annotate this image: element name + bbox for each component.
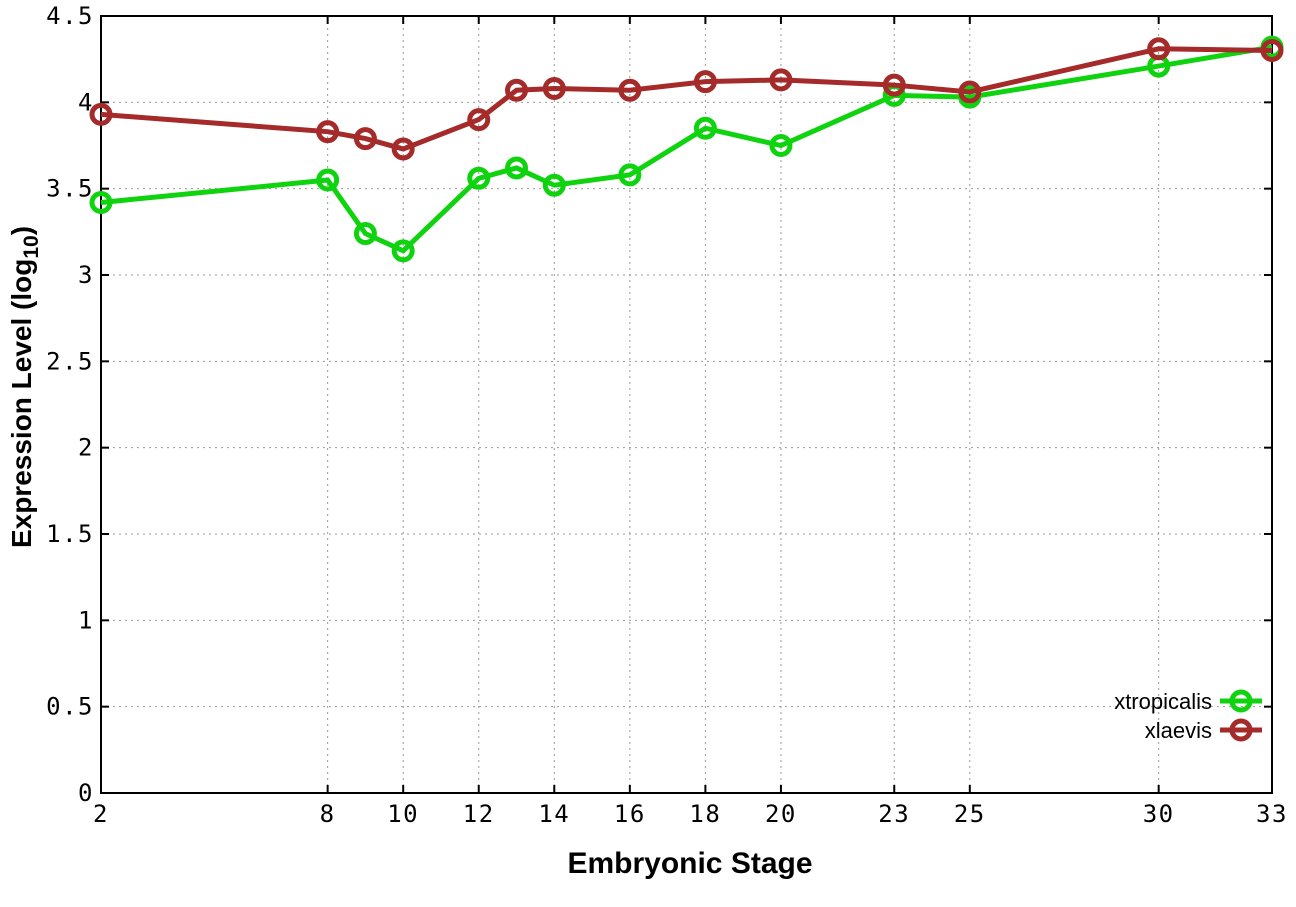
x-tick-label: 23 bbox=[878, 800, 910, 828]
plot-border bbox=[100, 15, 1273, 794]
series-xlaevis-marker bbox=[958, 80, 982, 104]
series-xlaevis-marker bbox=[618, 78, 642, 102]
series-xlaevis-marker bbox=[882, 73, 906, 97]
x-tick-label: 14 bbox=[538, 800, 570, 828]
plot-border-group bbox=[100, 15, 1273, 794]
series-xlaevis-marker bbox=[769, 68, 793, 92]
y-tick-label: 2.5 bbox=[46, 347, 94, 375]
series-xlaevis-marker bbox=[1260, 39, 1284, 63]
series-xlaevis-marker bbox=[693, 70, 717, 94]
x-tick-label: 10 bbox=[387, 800, 419, 828]
y-tick-label: 4 bbox=[78, 88, 94, 116]
y-tick-label: 1 bbox=[78, 606, 94, 634]
data-series bbox=[89, 35, 1284, 263]
series-xtropicalis-marker bbox=[89, 190, 113, 214]
series-xtropicalis-marker bbox=[618, 163, 642, 187]
series-xtropicalis-marker bbox=[693, 116, 717, 140]
y-tick-label: 0.5 bbox=[46, 693, 94, 721]
series-xlaevis-marker bbox=[353, 127, 377, 151]
series-xtropicalis-marker bbox=[505, 156, 529, 180]
grid-lines bbox=[100, 15, 1273, 794]
series-xtropicalis-marker bbox=[391, 239, 415, 263]
y-axis-title: Expression Level (log10) bbox=[6, 226, 43, 548]
y-tick-label: 3 bbox=[78, 261, 94, 289]
legend-label-xlaevis: xlaevis bbox=[1145, 718, 1212, 743]
series-xlaevis-marker bbox=[89, 102, 113, 126]
series-xlaevis-marker bbox=[505, 78, 529, 102]
legend-label-xtropicalis: xtropicalis bbox=[1114, 689, 1212, 714]
y-tick-label: 3.5 bbox=[46, 175, 94, 203]
tick-labels: 2 8 10 12 14 16 18 20 23 25 30 33 0 0.5 1 1.5 2 2.5 3 3.5 4 4… bbox=[46, 2, 1288, 828]
series-xlaevis-marker bbox=[391, 137, 415, 161]
series-xtropicalis-marker bbox=[769, 134, 793, 157]
x-tick-label: 33 bbox=[1256, 800, 1288, 828]
y-tick-label: 1.5 bbox=[46, 520, 94, 548]
x-tick-label: 20 bbox=[765, 800, 797, 828]
y-axis-title-suffix: ) bbox=[6, 226, 37, 235]
x-tick-label: 30 bbox=[1143, 800, 1175, 828]
legend-marker-xlaevis bbox=[1229, 718, 1253, 742]
x-tick-label: 8 bbox=[320, 800, 336, 828]
x-tick-label: 25 bbox=[954, 800, 986, 828]
series-xlaevis-line bbox=[100, 46, 1273, 152]
series-xtropicalis-line bbox=[100, 44, 1273, 254]
series-xlaevis-marker bbox=[316, 120, 340, 144]
series-xlaevis-marker bbox=[542, 77, 566, 101]
series-xtropicalis-marker bbox=[542, 173, 566, 197]
y-axis-title-subscript: 10 bbox=[20, 235, 43, 258]
x-tick-label: 16 bbox=[614, 800, 646, 828]
axis-ticks bbox=[100, 15, 1273, 794]
y-tick-label: 0 bbox=[78, 779, 94, 807]
x-tick-label: 18 bbox=[689, 800, 721, 828]
y-tick-label: 4.5 bbox=[46, 2, 94, 30]
series-xlaevis-marker bbox=[467, 108, 491, 132]
legend: xtropicalis xlaevis bbox=[1114, 689, 1262, 743]
series-xtropicalis-marker bbox=[316, 168, 340, 192]
x-tick-label: 2 bbox=[93, 800, 109, 828]
legend-marker-xtropicalis bbox=[1229, 689, 1253, 713]
series-xtropicalis-marker bbox=[353, 222, 377, 246]
x-axis-title: Embryonic Stage bbox=[567, 847, 812, 880]
series-xlaevis-marker bbox=[1147, 37, 1171, 61]
y-axis-title-prefix: Expression Level (log bbox=[6, 259, 37, 548]
y-tick-label: 2 bbox=[78, 434, 94, 462]
x-tick-label: 12 bbox=[463, 800, 495, 828]
series-xtropicalis-marker bbox=[467, 166, 491, 190]
